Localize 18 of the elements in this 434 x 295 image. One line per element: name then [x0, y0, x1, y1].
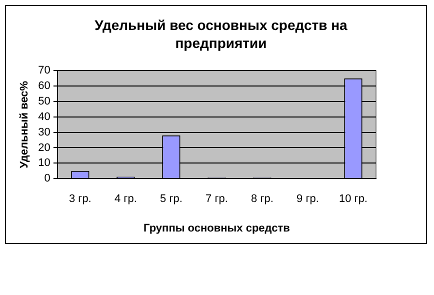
x-tick-label: 5 гр. [160, 193, 182, 206]
y-tick-label: 50 [38, 95, 50, 108]
y-tick-label: 60 [38, 80, 50, 92]
x-tick-label: 7 гр. [206, 193, 228, 206]
y-axis-title: Удельный вес% [18, 80, 31, 168]
x-tick-label: 10 гр. [339, 193, 368, 206]
x-tick-label: 9 гр. [296, 193, 319, 206]
y-tick-label: 10 [38, 157, 50, 170]
y-tick-label: 20 [38, 142, 50, 154]
x-tick-label: 8 гр. [251, 193, 274, 206]
chart-title: Удельный вес основных средств на предприятии [94, 16, 348, 52]
x-tick-label: 4 гр. [114, 193, 137, 206]
y-tick-label: 0 [44, 172, 50, 185]
x-tick-label: 3 гр. [69, 193, 92, 206]
x-axis-title: Группы основных средств [144, 222, 290, 234]
y-tick-label: 40 [38, 110, 50, 123]
y-tick-label: 70 [38, 64, 50, 77]
y-tick-label: 30 [38, 126, 50, 138]
